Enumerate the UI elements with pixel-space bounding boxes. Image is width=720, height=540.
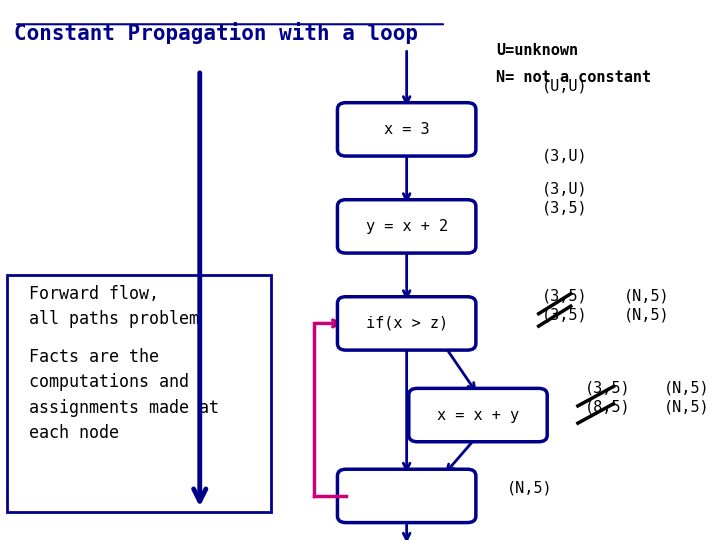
Text: if(x > z): if(x > z) xyxy=(366,316,448,331)
Text: (N,5): (N,5) xyxy=(507,480,552,495)
Text: N= not a constant: N= not a constant xyxy=(496,70,651,85)
Text: computations and: computations and xyxy=(29,373,189,391)
Text: y = x + 2: y = x + 2 xyxy=(366,219,448,234)
Text: Forward flow,: Forward flow, xyxy=(29,285,158,303)
Text: (3,5): (3,5) xyxy=(542,289,588,304)
Text: assignments made at: assignments made at xyxy=(29,399,219,416)
FancyBboxPatch shape xyxy=(338,297,476,350)
Text: each node: each node xyxy=(29,424,119,442)
Text: (U,U): (U,U) xyxy=(542,79,588,94)
Text: (N,5): (N,5) xyxy=(624,308,670,323)
Text: (N,5): (N,5) xyxy=(624,289,670,304)
FancyBboxPatch shape xyxy=(338,200,476,253)
Text: (3,U): (3,U) xyxy=(542,181,588,196)
Text: (8,5): (8,5) xyxy=(585,400,631,415)
FancyBboxPatch shape xyxy=(7,275,271,512)
Text: (3,5): (3,5) xyxy=(542,308,588,323)
FancyBboxPatch shape xyxy=(338,469,476,523)
Text: U=unknown: U=unknown xyxy=(496,43,578,58)
Text: Facts are the: Facts are the xyxy=(29,348,158,366)
Text: (N,5): (N,5) xyxy=(664,400,709,415)
Text: (N,5): (N,5) xyxy=(664,381,709,396)
FancyBboxPatch shape xyxy=(338,103,476,156)
Text: (3,5): (3,5) xyxy=(542,200,588,215)
Text: (3,U): (3,U) xyxy=(542,149,588,164)
Text: Constant Propagation with a loop: Constant Propagation with a loop xyxy=(14,22,418,44)
Text: (3,5): (3,5) xyxy=(585,381,631,396)
Text: x = 3: x = 3 xyxy=(384,122,429,137)
FancyBboxPatch shape xyxy=(409,388,547,442)
Text: all paths problem: all paths problem xyxy=(29,310,199,328)
Text: x = x + y: x = x + y xyxy=(437,408,519,423)
